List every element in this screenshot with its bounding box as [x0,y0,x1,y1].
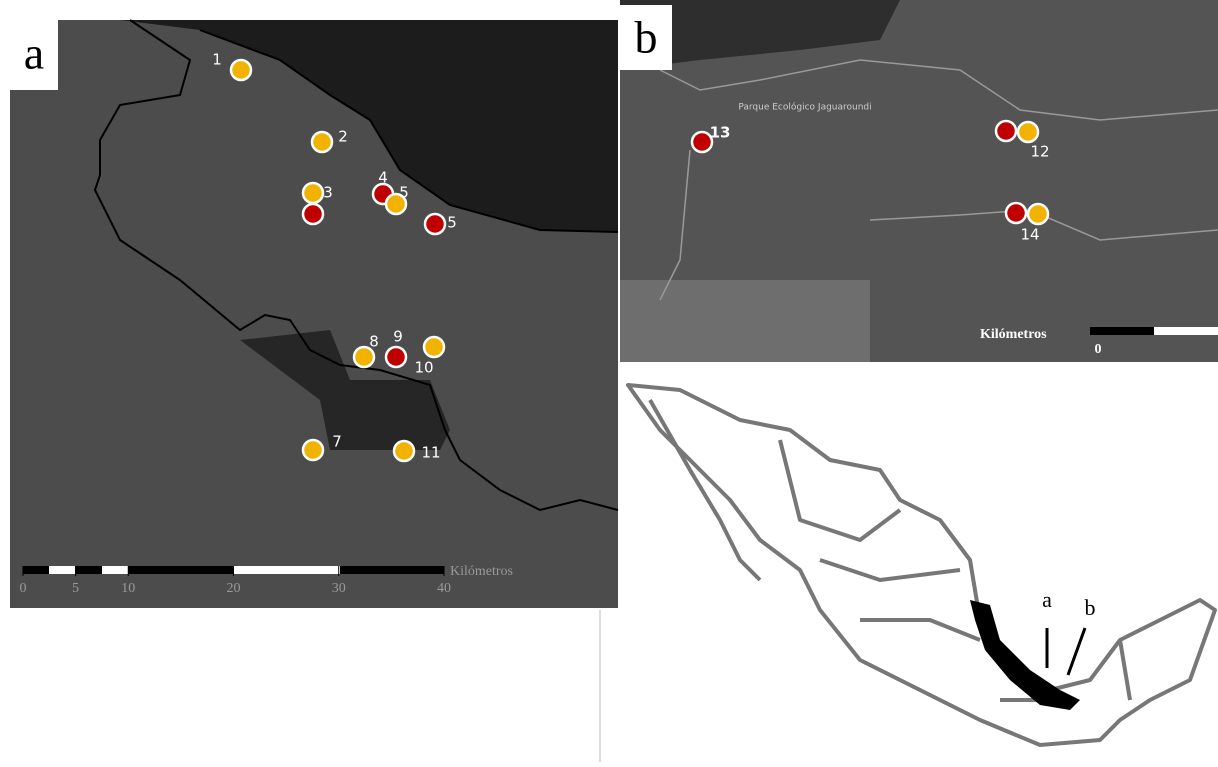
inset-label: a [1042,587,1052,612]
site-label: 3 [323,184,333,202]
site-label: 5 [399,184,409,202]
scale-unit: Kilómetros [980,327,1047,342]
site-label: 5 [447,214,457,232]
scale-segment [1154,327,1218,335]
scale-tick-label: 30 [332,581,346,596]
site-label: 4 [378,169,388,187]
place-label: Parque Ecológico Jaguaroundi [738,102,871,113]
scale-tick-label: 40 [437,581,451,596]
site-marker [1018,122,1038,142]
pointer [1068,628,1085,675]
scale-unit: Kilómetros [450,564,513,579]
site-marker [1028,204,1048,224]
site-marker [303,183,323,203]
site-label: 9 [393,328,403,346]
site-label: 11 [421,444,440,462]
site-marker [424,337,444,357]
figure: a Kilómetros Parque Ecológico Jaguaround… [0,0,1218,762]
site-marker [386,347,406,367]
site-label: 14 [1020,226,1039,244]
peninsula [650,400,760,580]
site-marker [996,121,1016,141]
state-borders [780,440,1130,700]
scale-tick-label: 10 [121,581,135,596]
site-label: 2 [338,128,348,146]
site-label: 10 [414,359,433,377]
site-marker [312,132,332,152]
site-marker [303,440,323,460]
site-label: 8 [369,333,379,351]
scale-tick-label: 0 [20,581,27,596]
scale-tick-label: 20 [227,581,241,596]
site-marker [303,204,323,224]
scale-segment [49,566,75,574]
scale-segment [1090,327,1154,335]
site-marker [231,60,251,80]
scale-segment [234,566,340,574]
site-label: 7 [332,433,342,451]
scale-tick-label: 0 [1095,342,1102,357]
scale-segment [102,566,128,574]
site-marker [1006,203,1026,223]
inset-label: b [1085,595,1096,620]
page: a Kilómetros Parque Ecológico Jaguaround… [0,0,1218,762]
scale-tick-label: 5 [72,581,79,596]
site-label: 1 [212,51,222,69]
mexico-map [628,385,1215,745]
urban-area [620,280,870,362]
veracruz [970,600,1080,710]
site-marker [425,214,445,234]
panel-label: b [635,12,658,63]
site-marker [394,441,414,461]
site-label: 12 [1030,143,1049,161]
panel-label: a [24,28,44,79]
site-label: 13 [710,124,731,142]
